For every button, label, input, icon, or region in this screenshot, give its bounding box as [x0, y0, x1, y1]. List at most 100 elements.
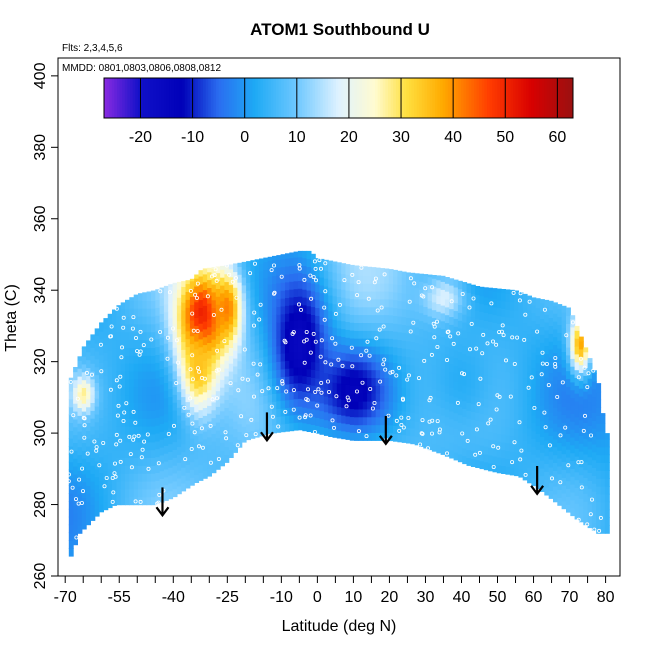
heatmap-cell [345, 423, 351, 433]
heatmap-cell [354, 385, 359, 394]
heatmap-cell [501, 289, 506, 294]
heatmap-cell [544, 408, 550, 417]
heatmap-cell [475, 404, 481, 413]
heatmap-cell [380, 424, 385, 433]
observation-point [412, 281, 417, 286]
heatmap-cell [553, 470, 558, 479]
heatmap-cell [587, 441, 593, 450]
heatmap-cell [220, 324, 225, 333]
observation-point [214, 278, 219, 283]
heatmap-cell [241, 379, 247, 388]
heatmap-cell [150, 410, 156, 419]
heatmap-cell [483, 328, 489, 337]
heatmap-cell [501, 324, 506, 333]
heatmap-cell [444, 401, 450, 410]
heatmap-cell [501, 386, 506, 396]
heatmap-cell [297, 256, 303, 266]
heatmap-cell [362, 361, 368, 371]
heatmap-cell [457, 312, 463, 321]
heatmap-cell [90, 339, 96, 348]
observation-point [342, 278, 347, 283]
heatmap-cell [388, 377, 394, 387]
heatmap-cell [440, 367, 446, 377]
observation-point [401, 425, 406, 430]
heatmap-cell [181, 325, 187, 335]
heatmap-cell [189, 390, 195, 400]
heatmap-cell [107, 358, 113, 367]
heatmap-cell [419, 367, 424, 377]
heatmap-cell [449, 379, 455, 388]
heatmap-cell [228, 347, 234, 356]
heatmap-cell [159, 313, 165, 322]
heatmap-cell [328, 271, 334, 280]
heatmap-cell [553, 328, 558, 338]
heatmap-cell [349, 385, 355, 394]
heatmap-cell [380, 283, 385, 292]
heatmap-cell [561, 382, 567, 392]
heatmap-cell [371, 361, 377, 371]
heatmap-cell [414, 358, 420, 367]
heatmap-cell [406, 325, 411, 334]
plot-frame [57, 57, 621, 577]
heatmap-cell [514, 310, 519, 319]
heatmap-cell [427, 433, 433, 443]
heatmap-cell [388, 275, 394, 284]
heatmap-cell [94, 476, 100, 486]
heatmap-cell [254, 264, 260, 273]
heatmap-cell [410, 272, 416, 279]
heatmap-cell [267, 417, 273, 427]
heatmap-cell [419, 383, 424, 392]
observation-point [205, 294, 210, 299]
heatmap-cell [176, 367, 182, 377]
heatmap-cell [189, 312, 195, 321]
heatmap-cell [566, 339, 571, 348]
heatmap-cell [224, 336, 230, 345]
heatmap-cell [419, 328, 424, 337]
heatmap-cell [211, 464, 217, 474]
colorbar-tick-label: 10 [288, 129, 306, 146]
heatmap-cell [163, 484, 169, 493]
heatmap-cell [527, 333, 532, 342]
heatmap-cell [246, 431, 251, 441]
heatmap-cell [561, 319, 567, 329]
heatmap-cell [228, 315, 234, 325]
heatmap-cell [358, 432, 364, 441]
heatmap-cell [289, 351, 295, 361]
heatmap-cell [125, 473, 130, 482]
heatmap-cell [492, 338, 498, 347]
heatmap-cell [591, 506, 597, 516]
heatmap-cell [103, 407, 109, 416]
heatmap-cell [336, 422, 342, 431]
colorbar-swatch [161, 78, 165, 118]
heatmap-cell [133, 339, 139, 348]
heatmap-cell [406, 364, 411, 373]
colorbar-swatch [567, 78, 571, 118]
heatmap-cell [354, 416, 359, 426]
heatmap-cell [125, 315, 130, 325]
heatmap-cell [306, 344, 312, 354]
observation-point [326, 389, 331, 394]
heatmap-cell [457, 288, 463, 298]
heatmap-cell [241, 410, 247, 419]
heatmap-cell [427, 410, 433, 419]
heatmap-cell [332, 264, 338, 273]
heatmap-cell [501, 426, 506, 435]
heatmap-cell [540, 397, 545, 406]
heatmap-cell [410, 427, 416, 437]
observation-point [406, 415, 411, 420]
heatmap-cell [427, 323, 433, 333]
heatmap-cell [194, 388, 200, 397]
heatmap-cell [527, 427, 532, 437]
heatmap-cell [73, 466, 78, 475]
heatmap-cell [306, 368, 312, 377]
heatmap-cell [336, 327, 342, 337]
heatmap-cell [215, 272, 221, 282]
observation-point [566, 463, 571, 468]
heatmap-cell [570, 350, 576, 359]
heatmap-cell [475, 365, 481, 374]
x-axis-label: Latitude (deg N) [282, 618, 397, 635]
heatmap-cell [531, 375, 537, 384]
heatmap-cell [211, 354, 217, 364]
heatmap-cell [129, 300, 135, 309]
heatmap-cell [583, 453, 589, 463]
